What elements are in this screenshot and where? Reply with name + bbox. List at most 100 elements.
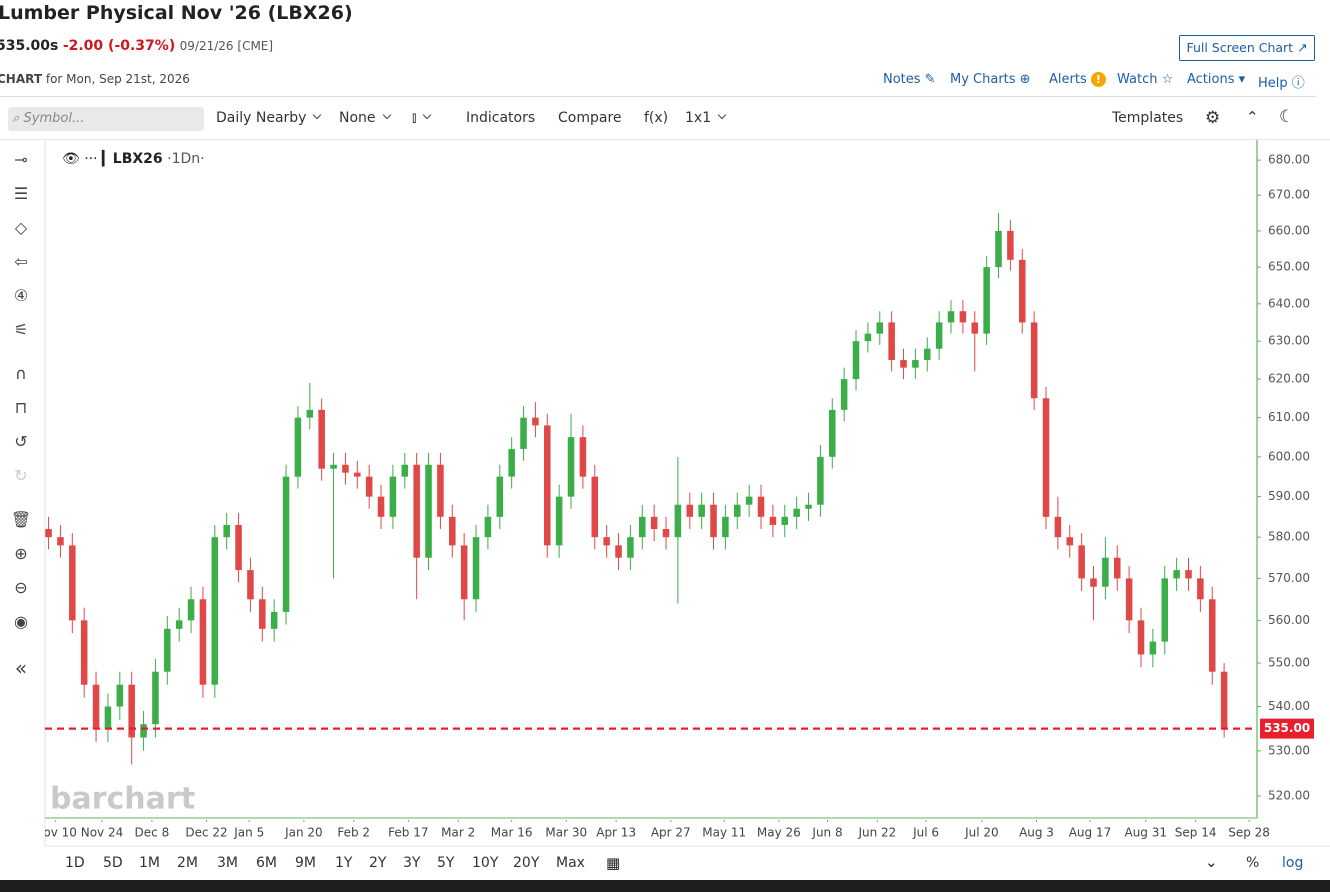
- candle-body: [627, 537, 634, 558]
- candle-body: [57, 537, 64, 546]
- period-button[interactable]: 3Y: [403, 855, 421, 871]
- expand-icon[interactable]: ⌄: [1205, 853, 1218, 871]
- nav-alerts[interactable]: Alerts !: [1049, 72, 1106, 87]
- tool-redo[interactable]: ↻: [14, 466, 28, 485]
- period-button[interactable]: 5D: [103, 855, 123, 871]
- candle-body: [377, 496, 385, 517]
- candle-body: [555, 496, 563, 546]
- tool-zoom-in[interactable]: ⊕: [14, 544, 28, 563]
- x-tick-label: Jun 22: [857, 826, 896, 840]
- toolbar-item[interactable]: None: [339, 110, 390, 126]
- toolbar-item[interactable]: 1x1: [685, 110, 725, 126]
- tool-arrow[interactable]: ⇦: [14, 252, 28, 271]
- candle-body: [199, 599, 207, 685]
- y-tick-label: 610.00: [1268, 410, 1310, 424]
- tool-lock[interactable]: ⊓: [14, 398, 28, 417]
- toolbar-item[interactable]: f(x): [644, 110, 669, 126]
- y-tick-label: 670.00: [1268, 188, 1310, 202]
- period-button[interactable]: 20Y: [513, 855, 540, 871]
- chart-type-button[interactable]: ⫾: [412, 110, 430, 126]
- candle-body: [603, 537, 610, 546]
- period-button[interactable]: 5Y: [437, 855, 455, 871]
- candle-body: [1173, 570, 1180, 579]
- nav-label: Actions: [1187, 72, 1235, 87]
- candle-body: [187, 599, 195, 621]
- nav-watch[interactable]: Watch ☆: [1117, 72, 1174, 87]
- candle-body: [544, 425, 551, 546]
- bottom-bar: [0, 880, 1330, 892]
- period-button[interactable]: 1M: [139, 855, 160, 871]
- period-button[interactable]: Max: [556, 855, 585, 871]
- candle-body: [983, 267, 990, 334]
- x-tick-label: Apr 13: [596, 826, 636, 840]
- theme-icon[interactable]: ☾: [1279, 107, 1295, 127]
- tool-measure[interactable]: ⚟: [13, 320, 29, 339]
- x-tick-label: Dec 8: [135, 826, 170, 840]
- candle-body: [900, 360, 907, 368]
- candle-body: [639, 516, 646, 538]
- x-axis: Nov 10 Nov 24 Dec 8 Dec 22 Jan 5 Jan 20 Feb 2 F…: [45, 820, 1270, 840]
- candle-body: [247, 570, 254, 600]
- collapse-icon[interactable]: ⌃: [1246, 108, 1259, 126]
- candle-body: [722, 516, 729, 538]
- toolbar-item[interactable]: Compare: [558, 110, 622, 126]
- x-tick-label: Aug 17: [1069, 826, 1112, 840]
- x-tick-label: Aug 3: [1019, 826, 1054, 840]
- candle-body: [318, 409, 325, 469]
- candle-body: [698, 504, 705, 517]
- y-tick-label: 680.00: [1268, 153, 1310, 167]
- symbol-search[interactable]: ⌕ Symbol...: [8, 107, 204, 131]
- candle-body: [472, 537, 480, 600]
- candle-body: [413, 464, 420, 558]
- period-button[interactable]: 2Y: [369, 855, 387, 871]
- percent-button[interactable]: %: [1246, 855, 1260, 871]
- candle-body: [496, 476, 504, 517]
- candle-body: [282, 476, 290, 612]
- candle-body: [1197, 578, 1204, 600]
- nav-notes[interactable]: Notes ✎: [883, 72, 936, 87]
- divider: [0, 139, 1330, 140]
- toolbar-item[interactable]: Indicators: [466, 110, 536, 126]
- tool-magnet[interactable]: ∩: [15, 364, 27, 383]
- period-button[interactable]: 1D: [65, 855, 85, 871]
- tool-fib[interactable]: ☰: [13, 184, 29, 203]
- tool-visibility[interactable]: ◉: [14, 612, 28, 631]
- toolbar-item[interactable]: Daily Nearby: [216, 110, 320, 126]
- candle-body: [235, 524, 242, 571]
- period-button[interactable]: 9M: [295, 855, 316, 871]
- log-button[interactable]: log: [1282, 855, 1304, 871]
- tool-collapse[interactable]: «: [14, 656, 28, 680]
- candle-body: [959, 311, 967, 323]
- tool-line[interactable]: ⊸: [14, 150, 28, 169]
- candle-body: [532, 417, 539, 426]
- period-button[interactable]: 2M: [177, 855, 198, 871]
- settings-icon[interactable]: ⚙: [1205, 108, 1221, 128]
- full-screen-button[interactable]: Full Screen Chart ↗: [1179, 35, 1315, 61]
- templates[interactable]: Templates: [1112, 110, 1184, 126]
- candle-body: [175, 620, 183, 629]
- tool-delete[interactable]: 🗑: [10, 510, 32, 529]
- period-button[interactable]: 10Y: [472, 855, 499, 871]
- period-button[interactable]: 6M: [256, 855, 277, 871]
- tool-shape[interactable]: ◇: [14, 218, 28, 237]
- title: Lumber Physical Nov '26 (LBX26): [0, 2, 353, 24]
- candle-body: [140, 724, 147, 738]
- tool-count[interactable]: ④: [13, 286, 29, 305]
- calendar-icon[interactable]: ▦: [606, 854, 621, 872]
- candle-body: [330, 464, 337, 469]
- nav-my-charts[interactable]: My Charts ⊕: [950, 72, 1031, 87]
- candle-body: [567, 437, 575, 497]
- quote-date: 09/21/26 [CME]: [179, 39, 274, 53]
- x-tick-label: Feb 2: [337, 826, 370, 840]
- nav-actions[interactable]: Actions ▾: [1187, 72, 1246, 87]
- x-tick-label: Mar 30: [545, 826, 587, 840]
- period-button[interactable]: 3M: [217, 855, 238, 871]
- last-price-badge: [1260, 718, 1314, 739]
- candle-body: [449, 516, 456, 546]
- tool-zoom-out[interactable]: ⊖: [14, 578, 28, 597]
- tool-undo[interactable]: ↺: [14, 432, 28, 451]
- nav-label: Notes: [883, 72, 921, 87]
- nav-help[interactable]: Help ⓘ: [1258, 76, 1305, 91]
- period-button[interactable]: 1Y: [335, 855, 353, 871]
